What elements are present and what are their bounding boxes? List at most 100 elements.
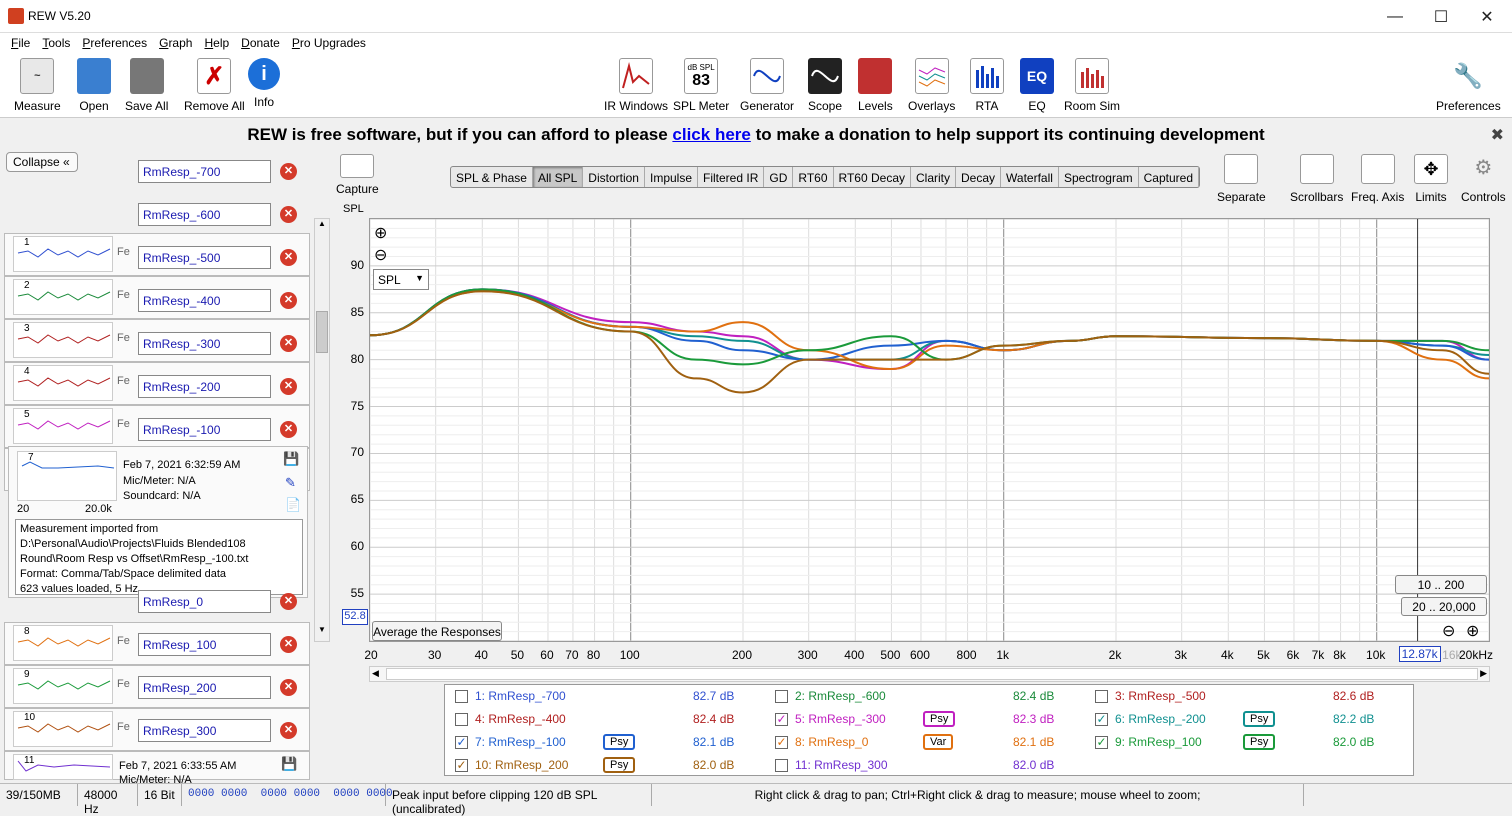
measure-button[interactable]: ~ Measure xyxy=(14,58,61,113)
menu-tools[interactable]: Tools xyxy=(42,36,71,50)
delete-measurement-icon[interactable]: ✕ xyxy=(280,163,297,180)
scrollbars-button[interactable]: Scrollbars xyxy=(1290,154,1343,204)
delete-measurement-icon[interactable]: ✕ xyxy=(280,292,297,309)
tab-clarity[interactable]: Clarity xyxy=(911,167,957,187)
tab-all-spl[interactable]: All SPL xyxy=(532,167,584,187)
menu-preferences[interactable]: Preferences xyxy=(82,36,148,50)
measurement-name-field[interactable]: RmResp_-500 xyxy=(138,246,271,269)
measurement-name-field[interactable]: RmResp_-100 xyxy=(138,418,271,441)
zoom-in-icon[interactable]: ⊕ xyxy=(374,225,388,242)
measurement-name-field[interactable]: RmResp_-700 xyxy=(138,160,271,183)
delete-measurement-icon[interactable]: ✕ xyxy=(280,679,297,696)
legend-checkbox[interactable]: ✓ xyxy=(455,757,468,772)
measurement-name-field[interactable]: RmResp_-200 xyxy=(138,375,271,398)
capture-button[interactable]: Capture xyxy=(336,154,379,196)
notes-icon[interactable]: 📄 xyxy=(285,497,302,512)
measurement-name-field[interactable]: RmResp_300 xyxy=(138,719,271,742)
ir-windows-button[interactable]: IR Windows xyxy=(604,58,668,113)
legend-checkbox[interactable] xyxy=(455,712,468,726)
legend-entry[interactable]: ✓ 8: RmResp_0 xyxy=(775,734,869,749)
smoothing-tag[interactable]: Psy xyxy=(1243,711,1276,727)
close-icon[interactable]: ✕ xyxy=(1480,8,1494,26)
save-measurement-icon[interactable]: 💾 xyxy=(283,451,300,466)
legend-checkbox[interactable]: ✓ xyxy=(455,734,468,749)
tab-rt60[interactable]: RT60 xyxy=(793,167,834,187)
legend-checkbox[interactable] xyxy=(455,689,468,703)
delete-measurement-icon[interactable]: ✕ xyxy=(280,206,297,223)
delete-measurement-icon[interactable]: ✕ xyxy=(280,722,297,739)
zoom-out-icon[interactable]: ⊖ xyxy=(374,247,388,264)
legend-entry[interactable]: 4: RmResp_-400 xyxy=(455,712,566,726)
remove-all-button[interactable]: ✗ Remove All xyxy=(184,58,245,113)
scroll-left-icon[interactable]: ◀ xyxy=(372,668,379,678)
tab-spectrogram[interactable]: Spectrogram xyxy=(1059,167,1139,187)
menu-donate[interactable]: Donate xyxy=(241,36,280,50)
donate-link[interactable]: click here xyxy=(672,125,751,144)
open-button[interactable]: Open xyxy=(77,58,111,113)
rta-button[interactable]: RTA xyxy=(970,58,1004,113)
legend-checkbox[interactable]: ✓ xyxy=(1095,711,1108,726)
range-10-200-button[interactable]: 10 .. 200 xyxy=(1395,575,1487,594)
minimize-icon[interactable]: — xyxy=(1387,7,1403,25)
measurement-name-field[interactable]: RmResp_100 xyxy=(138,633,271,656)
tab-filtered-ir[interactable]: Filtered IR xyxy=(698,167,765,187)
spl-select[interactable]: SPL ▼ xyxy=(373,269,429,290)
legend-checkbox[interactable]: ✓ xyxy=(1095,734,1108,749)
legend-checkbox[interactable] xyxy=(775,689,788,703)
panel-scrollbar[interactable]: ▲ ▼ xyxy=(314,218,330,642)
room-sim-button[interactable]: Room Sim xyxy=(1064,58,1120,113)
legend-entry[interactable]: ✓ 6: RmResp_-200 xyxy=(1095,711,1206,726)
save-all-button[interactable]: Save All xyxy=(125,58,168,113)
scroll-thumb[interactable] xyxy=(316,311,328,353)
limits-button[interactable]: ✥ Limits xyxy=(1414,154,1448,204)
collapse-button[interactable]: Collapse « xyxy=(6,152,78,172)
smoothing-tag[interactable]: Psy xyxy=(603,734,636,750)
legend-entry[interactable]: 1: RmResp_-700 xyxy=(455,689,566,703)
legend-checkbox[interactable]: ✓ xyxy=(775,734,788,749)
average-responses-button[interactable]: Average the Responses xyxy=(372,621,502,641)
smoothing-tag[interactable]: Psy xyxy=(603,757,636,773)
save-measurement-icon[interactable]: 💾 xyxy=(281,756,298,771)
tab-decay[interactable]: Decay xyxy=(956,167,1002,187)
overlays-button[interactable]: Overlays xyxy=(908,58,955,113)
scroll-right-icon[interactable]: ▶ xyxy=(1480,668,1487,678)
measurement-name-field[interactable]: RmResp_-300 xyxy=(138,332,271,355)
spl-meter-button[interactable]: dB SPL 83 SPL Meter xyxy=(673,58,729,113)
measurement-name-field[interactable]: RmResp_-600 xyxy=(138,203,271,226)
scope-button[interactable]: Scope xyxy=(808,58,842,113)
smoothing-tag[interactable]: Psy xyxy=(1243,734,1276,750)
preferences-button[interactable]: 🔧 Preferences xyxy=(1436,58,1501,113)
delete-measurement-icon[interactable]: ✕ xyxy=(280,378,297,395)
delete-measurement-icon[interactable]: ✕ xyxy=(280,421,297,438)
legend-entry[interactable]: ✓ 9: RmResp_100 xyxy=(1095,734,1202,749)
legend-entry[interactable]: ✓ 5: RmResp_-300 xyxy=(775,711,886,726)
tab-captured[interactable]: Captured xyxy=(1139,167,1200,187)
levels-button[interactable]: Levels xyxy=(858,58,893,113)
measurement-row[interactable]: 11 Feb 7, 2021 6:33:55 AM Mic/Meter: N/A 💾 xyxy=(4,751,310,786)
eq-button[interactable]: EQ EQ xyxy=(1020,58,1054,113)
info-button[interactable]: i Info xyxy=(248,58,280,109)
measurement-name-field[interactable]: RmResp_0 xyxy=(138,590,271,613)
legend-checkbox[interactable]: ✓ xyxy=(775,711,788,726)
legend-entry[interactable]: 2: RmResp_-600 xyxy=(775,689,886,703)
spl-plot-area[interactable]: ⊕ ⊖ SPL ▼ Average the Responses 10 .. 200… xyxy=(369,218,1490,642)
tab-rt60-decay[interactable]: RT60 Decay xyxy=(834,167,911,187)
menu-file[interactable]: File xyxy=(11,36,31,50)
generator-button[interactable]: Generator xyxy=(740,58,794,113)
legend-entry[interactable]: ✓ 10: RmResp_200 xyxy=(455,757,569,772)
legend-checkbox[interactable] xyxy=(1095,689,1108,703)
legend-entry[interactable]: 3: RmResp_-500 xyxy=(1095,689,1206,703)
smoothing-tag[interactable]: Psy xyxy=(923,711,956,727)
maximize-icon[interactable]: ☐ xyxy=(1433,8,1449,26)
tab-impulse[interactable]: Impulse xyxy=(645,167,699,187)
controls-button[interactable]: ⚙ Controls xyxy=(1461,154,1506,204)
scroll-up-icon[interactable]: ▲ xyxy=(318,219,326,228)
range-20-20000-button[interactable]: 20 .. 20,000 xyxy=(1401,597,1487,616)
menu-help[interactable]: Help xyxy=(204,36,230,50)
menu-graph[interactable]: Graph xyxy=(159,36,193,50)
legend-checkbox[interactable] xyxy=(775,758,788,772)
scroll-down-icon[interactable]: ▼ xyxy=(318,625,326,634)
delete-measurement-icon[interactable]: ✕ xyxy=(280,593,297,610)
delete-measurement-icon[interactable]: ✕ xyxy=(280,249,297,266)
smoothing-tag[interactable]: Var xyxy=(923,734,954,750)
